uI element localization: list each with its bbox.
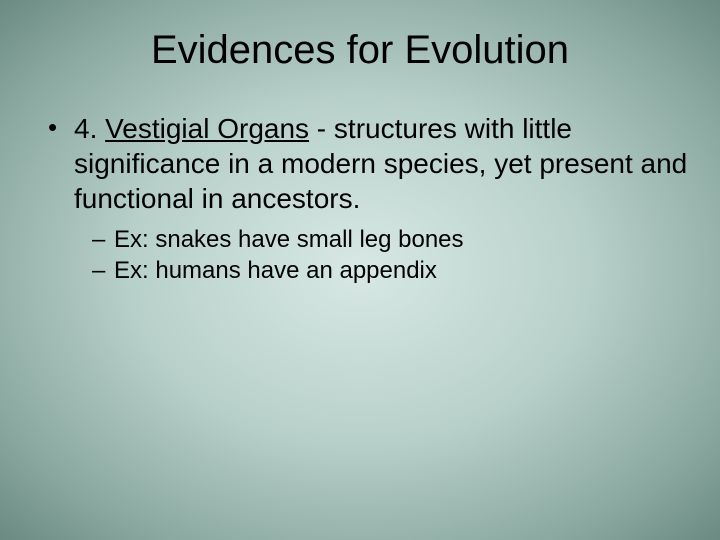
bullet-number: 4. [74, 113, 97, 144]
example-text: Ex: humans have an appendix [114, 257, 437, 284]
definition-separator: - [309, 113, 334, 144]
example-item: Ex: humans have an appendix [92, 255, 690, 286]
bullet-main: 4. Vestigial Organs - structures with li… [48, 111, 690, 216]
example-item: Ex: snakes have small leg bones [92, 224, 690, 255]
example-text: Ex: snakes have small leg bones [114, 226, 464, 253]
slide: Evidences for Evolution 4. Vestigial Org… [0, 0, 720, 540]
slide-title: Evidences for Evolution [30, 28, 690, 73]
term-vestigial-organs: Vestigial Organs [105, 113, 309, 144]
